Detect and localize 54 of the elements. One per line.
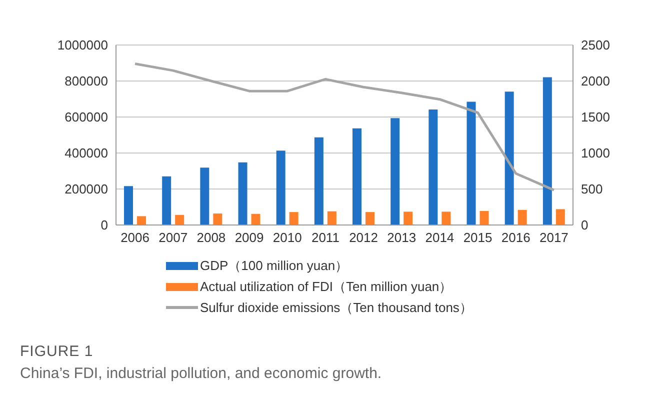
x-tick-label: 2016 — [501, 230, 530, 246]
y-tick-label: 1000000 — [57, 38, 108, 53]
bar — [480, 210, 489, 225]
y2-tick-label: 0 — [581, 218, 588, 233]
y2-tick-label: 1000 — [581, 146, 610, 161]
bar — [124, 186, 133, 225]
text: FIGURE 1 — [20, 343, 94, 360]
line-series — [134, 62, 556, 192]
y-tick-label: 600000 — [64, 110, 108, 125]
bar — [162, 176, 172, 225]
bar — [175, 214, 184, 225]
bar — [466, 102, 476, 225]
x-tick-label: 2011 — [311, 230, 340, 246]
bar — [442, 212, 451, 225]
x-tick-label: 2014 — [425, 230, 454, 246]
y2-tick-label: 2000 — [581, 74, 610, 89]
bar — [314, 137, 324, 225]
bar — [327, 211, 336, 225]
x-tick-label: 2009 — [234, 230, 264, 246]
text: China’s FDI, industrial pollution, and economic growth. — [20, 365, 383, 382]
x-tick-label: 2010 — [272, 230, 302, 246]
legend-label: Actual utilization of FDI（Ten million yuan） — [200, 278, 452, 296]
x-tick-label: 2006 — [120, 230, 150, 246]
y-tick-label: 400000 — [64, 146, 108, 161]
bar — [404, 212, 413, 225]
legend-label: GDP（100 million yuan） — [200, 257, 348, 275]
y-tick-label: 800000 — [64, 74, 108, 89]
bar — [200, 168, 210, 225]
x-tick-label: 2013 — [387, 230, 416, 246]
bar — [213, 213, 222, 225]
bar — [504, 92, 514, 225]
bar — [251, 214, 260, 225]
x-tick-label: 2008 — [196, 230, 226, 246]
bar — [137, 216, 146, 225]
y2-tick-label: 2500 — [581, 38, 610, 53]
y2-tick-label: 500 — [581, 182, 603, 197]
y-tick-label: 0 — [100, 218, 108, 233]
bar — [542, 77, 552, 225]
bar — [390, 118, 400, 225]
legend-label: Sulfur dioxide emissions（Ten thousand tons） — [200, 299, 472, 317]
x-tick-label: 2007 — [158, 230, 188, 246]
bar — [556, 209, 565, 225]
x-tick-label: 2012 — [349, 230, 378, 246]
bar — [289, 212, 298, 225]
y-tick-label: 200000 — [64, 182, 108, 197]
bar — [352, 128, 362, 225]
y2-tick-label: 1500 — [581, 110, 610, 125]
x-tick-label: 2015 — [463, 230, 492, 246]
bar — [238, 162, 248, 225]
bar — [518, 210, 527, 225]
x-tick-label: 2017 — [539, 230, 568, 246]
bar — [428, 109, 438, 225]
bar — [366, 212, 374, 225]
bar — [276, 150, 286, 225]
